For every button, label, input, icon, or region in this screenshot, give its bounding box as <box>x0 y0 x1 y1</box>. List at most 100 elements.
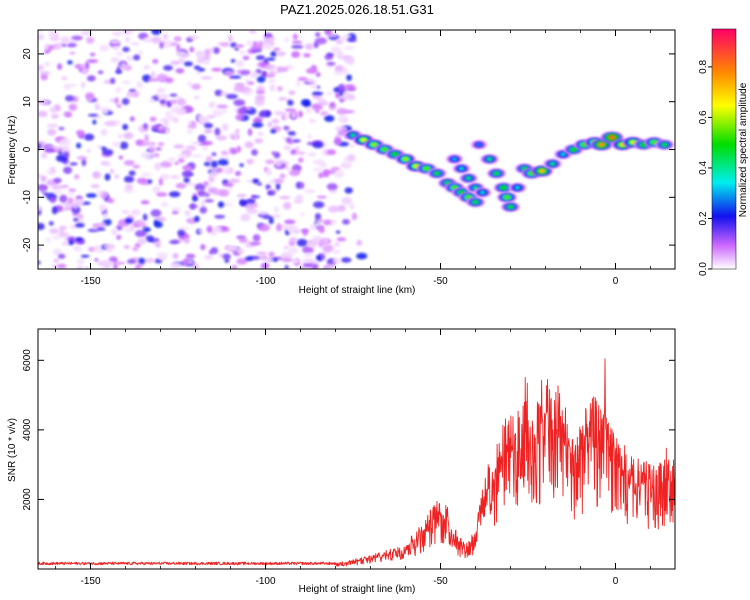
heatmap-cell <box>235 128 240 134</box>
heatmap-cell <box>203 122 214 129</box>
heatmap-cell <box>275 183 281 190</box>
heatmap-noise-layer <box>38 30 368 269</box>
heatmap-cell <box>322 148 330 156</box>
heatmap-cell <box>284 264 289 269</box>
heatmap-cell <box>204 48 211 57</box>
heatmap-ridge-cell <box>423 166 430 171</box>
heatmap-cell <box>337 130 346 136</box>
heatmap-cell <box>60 184 69 189</box>
spectrogram-x-ticks: -150 -100 -50 0 <box>55 30 651 287</box>
heatmap-ridge-cell <box>465 176 472 181</box>
heatmap-ridge-cell <box>560 152 566 157</box>
heatmap-cell <box>208 101 216 109</box>
heatmap-cell <box>247 159 253 165</box>
heatmap-cell <box>237 107 249 115</box>
heatmap-cell <box>60 146 71 154</box>
heatmap-ridge-cell <box>451 157 458 162</box>
heatmap-cell <box>122 123 129 131</box>
heatmap-cell <box>38 205 42 212</box>
heatmap-cell <box>123 30 135 34</box>
heatmap-cell <box>88 246 95 252</box>
heatmap-cell <box>111 31 124 37</box>
heatmap-cell <box>252 117 263 124</box>
heatmap-cell <box>38 64 44 72</box>
heatmap-cell <box>38 173 42 179</box>
heatmap-cell <box>282 136 287 140</box>
heatmap-cell <box>69 162 78 166</box>
heatmap-cell <box>342 219 350 225</box>
x-tick-label: 0 <box>613 276 619 287</box>
heatmap-cell <box>112 45 119 51</box>
heatmap-cell <box>283 245 289 250</box>
heatmap-cell <box>267 121 273 128</box>
heatmap-cell <box>164 114 176 122</box>
heatmap-cell <box>204 255 213 260</box>
heatmap-cell <box>144 134 149 143</box>
heatmap-cell <box>324 115 335 122</box>
heatmap-cell <box>92 171 101 179</box>
heatmap-cell <box>284 37 290 43</box>
heatmap-cell <box>299 212 306 216</box>
heatmap-cell <box>124 36 130 43</box>
heatmap-ridge-cell <box>458 166 465 171</box>
heatmap-cell <box>268 251 275 258</box>
heatmap-cell <box>153 163 161 170</box>
heatmap-cell <box>75 223 85 228</box>
heatmap-cell <box>183 61 193 67</box>
heatmap-cell <box>130 42 140 46</box>
heatmap-cell <box>114 261 126 265</box>
heatmap-cell <box>53 177 62 184</box>
heatmap-cell <box>268 217 274 225</box>
heatmap-cell <box>187 124 197 129</box>
heatmap-cell <box>252 234 261 242</box>
heatmap-cell <box>48 221 54 226</box>
heatmap-cell <box>343 55 355 64</box>
heatmap-cell <box>249 241 262 246</box>
heatmap-cell <box>121 209 130 215</box>
heatmap-cell <box>343 46 356 50</box>
heatmap-cell <box>324 30 333 36</box>
heatmap-cell <box>217 159 229 166</box>
x-tick-label: -50 <box>433 576 448 587</box>
heatmap-cell <box>140 200 150 205</box>
heatmap-cell <box>276 223 282 232</box>
heatmap-cell <box>322 244 334 253</box>
heatmap-cell <box>145 235 154 242</box>
heatmap-cell <box>51 185 63 190</box>
heatmap-ridge-cell <box>349 133 357 138</box>
heatmap-cell <box>221 167 233 175</box>
heatmap-cell <box>311 103 323 111</box>
heatmap-cell <box>151 36 162 44</box>
heatmap-ridge-cell <box>661 142 668 147</box>
heatmap-cell <box>258 211 268 215</box>
heatmap-cell <box>115 87 122 93</box>
heatmap-cell <box>206 115 216 119</box>
heatmap-cell <box>169 106 180 114</box>
heatmap-cell <box>167 157 176 163</box>
heatmap-cell <box>132 164 141 169</box>
heatmap-cell <box>273 258 278 262</box>
heatmap-cell <box>39 71 51 75</box>
heatmap-cell <box>57 63 63 70</box>
heatmap-cell <box>80 254 90 258</box>
heatmap-cell <box>316 195 327 199</box>
heatmap-cell <box>267 78 276 84</box>
heatmap-cell <box>161 39 173 46</box>
heatmap-cell <box>317 241 325 248</box>
heatmap-ridge-cell <box>507 204 514 209</box>
heatmap-cell <box>49 196 57 203</box>
heatmap-cell <box>289 134 297 139</box>
heatmap-cell <box>86 75 96 82</box>
heatmap-cell <box>216 104 229 109</box>
heatmap-cell <box>356 239 363 246</box>
heatmap-cell <box>274 178 285 184</box>
heatmap-cell <box>191 141 203 145</box>
heatmap-cell <box>86 149 91 153</box>
heatmap-cell <box>307 241 317 249</box>
heatmap-cell <box>138 50 143 55</box>
heatmap-cell <box>300 182 305 189</box>
heatmap-cell <box>160 161 173 168</box>
heatmap-ridge-cell <box>381 147 388 152</box>
heatmap-cell <box>165 111 171 116</box>
heatmap-cell <box>86 36 95 44</box>
